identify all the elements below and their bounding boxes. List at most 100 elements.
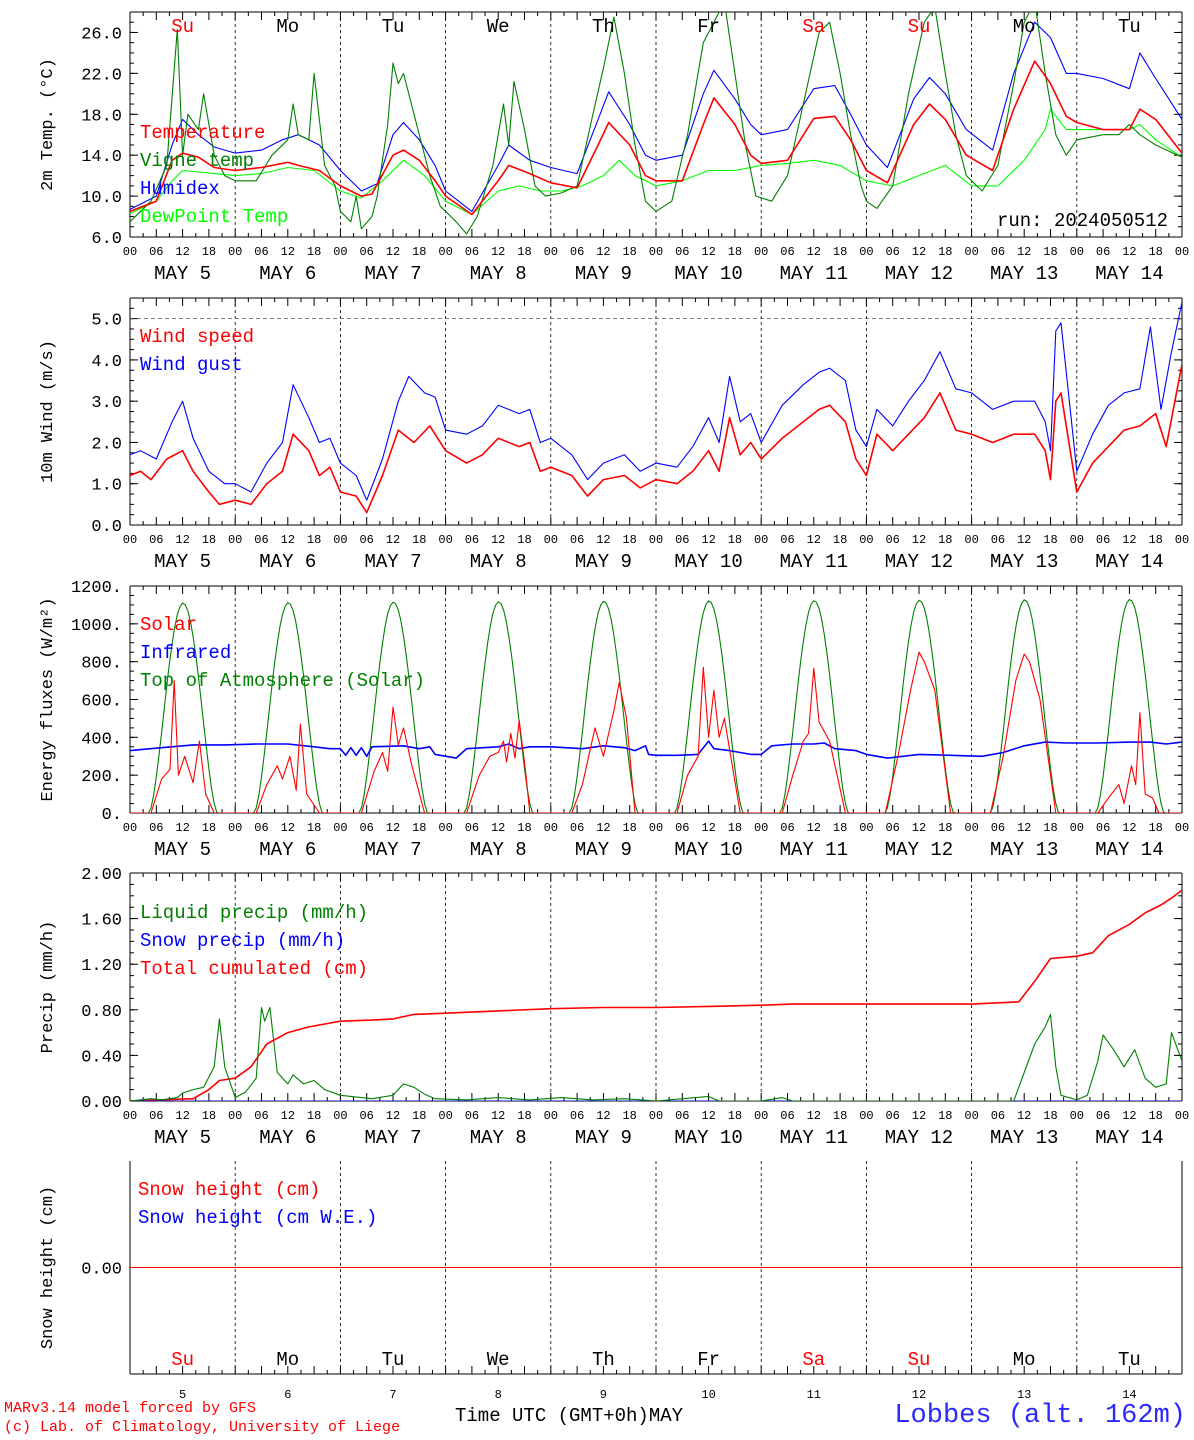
hour-tick-label: 12	[281, 1109, 295, 1123]
hour-tick-label: 12	[701, 533, 715, 547]
hour-tick-label: 00	[544, 533, 558, 547]
hour-tick-label: 00	[964, 245, 978, 259]
hour-tick-label: 18	[728, 245, 742, 259]
hour-tick-label: 06	[149, 533, 163, 547]
hour-tick-label: 06	[359, 1109, 373, 1123]
hour-tick-label: 00	[438, 1109, 452, 1123]
hour-tick-label: 12	[281, 821, 295, 835]
hour-tick-label: 06	[359, 533, 373, 547]
hour-tick-label: 18	[517, 821, 531, 835]
series-line-infrared	[130, 740, 1182, 759]
hour-tick-label: 00	[649, 1109, 663, 1123]
hour-tick-label: 06	[254, 533, 268, 547]
hour-tick-label: 00	[754, 245, 768, 259]
date-label: MAY 7	[364, 263, 421, 285]
hour-tick-label: 12	[491, 533, 505, 547]
y-tick-label: 1.20	[81, 957, 122, 976]
legend-entry: Temperature	[140, 122, 265, 144]
hour-tick-label: 00	[754, 1109, 768, 1123]
hour-tick-label: 00	[754, 821, 768, 835]
date-label: MAY 12	[885, 551, 953, 573]
weekday-label-top: We	[487, 16, 510, 38]
hour-tick-label: 06	[570, 245, 584, 259]
hour-tick-label: 06	[780, 821, 794, 835]
hour-tick-label: 12	[1122, 821, 1136, 835]
date-label: MAY 14	[1095, 1127, 1163, 1149]
hour-tick-label: 18	[307, 821, 321, 835]
hour-tick-label: 00	[438, 821, 452, 835]
day-number-label: 7	[389, 1388, 396, 1400]
weekday-label-bottom: Su	[908, 1349, 931, 1371]
hour-tick-label: 00	[859, 821, 873, 835]
hour-tick-label: 00	[754, 533, 768, 547]
panel-1: 6.0 10.0 14.0 18.0 22.0 26.0 2m Temp. (°C) Temp…	[39, 11, 1189, 285]
legend-entry: Wind speed	[140, 326, 254, 348]
date-label: MAY 14	[1095, 551, 1163, 573]
y-tick-label: 800.	[81, 655, 122, 674]
hour-tick-label: 06	[359, 821, 373, 835]
meteogram-chart: 6.0 10.0 14.0 18.0 22.0 26.0 2m Temp. (°C) Temp…	[39, 11, 1189, 1402]
hour-tick-label: 18	[307, 533, 321, 547]
plot-area	[130, 301, 1182, 514]
date-label: MAY 9	[575, 263, 632, 285]
hour-tick-label: 18	[1148, 821, 1162, 835]
weekday-label-top: Mo	[1013, 16, 1036, 38]
hour-tick-label: 12	[1122, 245, 1136, 259]
legend-entry: Snow precip (mm/h)	[140, 930, 345, 952]
day-number-label: 10	[701, 1388, 715, 1400]
hour-tick-label: 18	[1148, 245, 1162, 259]
y-tick-label: 22.0	[81, 66, 122, 85]
date-label: MAY 12	[885, 1127, 953, 1149]
hour-tick-label: 18	[202, 821, 216, 835]
y-tick-label: 4.0	[91, 353, 122, 372]
date-label: MAY 12	[885, 263, 953, 285]
date-label: MAY 10	[674, 263, 742, 285]
hour-tick-label: 00	[964, 821, 978, 835]
weekday-label-top: Fr	[697, 16, 720, 38]
weekday-label-top: Tu	[382, 16, 405, 38]
date-label: MAY 11	[780, 1127, 848, 1149]
hour-tick-label: 06	[570, 1109, 584, 1123]
y-tick-label: 0.00	[81, 1261, 122, 1280]
hour-tick-label: 06	[675, 245, 689, 259]
hour-tick-label: 06	[1096, 245, 1110, 259]
hour-tick-label: 00	[228, 533, 242, 547]
hour-tick-label: 00	[123, 1109, 137, 1123]
hour-tick-label: 00	[228, 1109, 242, 1123]
day-number-label: 5	[179, 1388, 186, 1400]
hour-tick-label: 18	[307, 245, 321, 259]
date-label: MAY 8	[470, 1127, 527, 1149]
hour-tick-label: 00	[649, 533, 663, 547]
weekday-label-top: Th	[592, 16, 615, 38]
series-line-liquid-precip-mm-h	[130, 1006, 1182, 1101]
day-number-label: 13	[1017, 1388, 1031, 1400]
hour-tick-label: 00	[123, 245, 137, 259]
hour-tick-label: 00	[1175, 1109, 1189, 1123]
hour-tick-label: 12	[912, 821, 926, 835]
y-tick-label: 0.0	[91, 518, 122, 537]
hour-tick-label: 18	[622, 245, 636, 259]
hour-tick-label: 00	[1070, 821, 1084, 835]
y-tick-label: 14.0	[81, 148, 122, 167]
hour-tick-label: 06	[885, 1109, 899, 1123]
y-tick-label: 0.80	[81, 1003, 122, 1022]
hour-tick-label: 06	[780, 245, 794, 259]
hour-tick-label: 12	[175, 1109, 189, 1123]
hour-tick-label: 18	[728, 821, 742, 835]
date-label: MAY 10	[674, 1127, 742, 1149]
hour-tick-label: 12	[701, 821, 715, 835]
y-tick-label: 200.	[81, 768, 122, 787]
weekday-label-bottom: Tu	[1118, 1349, 1141, 1371]
hour-tick-label: 06	[675, 533, 689, 547]
hour-tick-label: 18	[622, 1109, 636, 1123]
series-line-top-of-atmosphere	[130, 598, 1182, 813]
hour-tick-label: 18	[728, 533, 742, 547]
hour-tick-label: 00	[333, 245, 347, 259]
hour-tick-label: 12	[912, 1109, 926, 1123]
hour-tick-label: 00	[544, 1109, 558, 1123]
weekday-label-top: Su	[171, 16, 194, 38]
series-line-dewpoint-temp	[130, 108, 1182, 216]
y-tick-label: 1.0	[91, 477, 122, 496]
weekday-label-top: Sa	[802, 16, 825, 38]
hour-tick-label: 18	[202, 1109, 216, 1123]
